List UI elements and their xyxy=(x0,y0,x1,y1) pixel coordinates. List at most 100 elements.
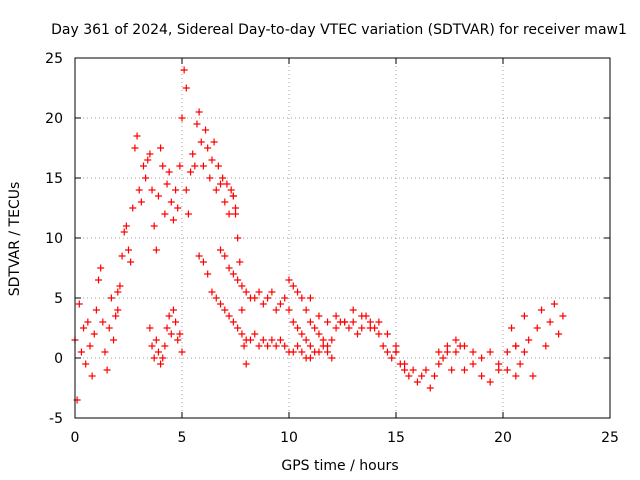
data-point xyxy=(167,330,175,338)
data-point xyxy=(157,144,165,152)
data-point xyxy=(478,372,486,380)
data-point xyxy=(152,246,160,254)
data-point xyxy=(77,348,85,356)
data-point xyxy=(294,288,302,296)
data-point xyxy=(178,348,186,356)
data-point xyxy=(221,198,229,206)
data-point xyxy=(176,162,184,170)
data-point xyxy=(435,348,443,356)
y-tick-label: -5 xyxy=(49,411,63,427)
data-point xyxy=(366,318,374,326)
data-point xyxy=(276,300,284,308)
data-point xyxy=(298,294,306,302)
data-point xyxy=(99,318,107,326)
data-point xyxy=(495,360,503,368)
data-point xyxy=(439,354,447,362)
data-point xyxy=(92,306,100,314)
data-point xyxy=(223,180,231,188)
data-point xyxy=(112,312,120,320)
data-point xyxy=(217,300,225,308)
data-point xyxy=(159,354,167,362)
data-point xyxy=(251,330,259,338)
data-point xyxy=(236,258,244,266)
data-point xyxy=(174,336,182,344)
chart-title: Day 361 of 2024, Sidereal Day-to-day VTE… xyxy=(51,22,627,38)
x-tick-label: 25 xyxy=(601,430,619,446)
data-point xyxy=(431,372,439,380)
data-point xyxy=(165,168,173,176)
data-point xyxy=(503,366,511,374)
y-tick-label: 10 xyxy=(45,231,63,247)
data-point xyxy=(315,330,323,338)
data-point xyxy=(97,264,105,272)
data-point xyxy=(210,138,218,146)
data-point xyxy=(478,354,486,362)
x-tick-label: 20 xyxy=(494,430,512,446)
data-point xyxy=(225,210,233,218)
series-rise-2to3 xyxy=(114,132,154,314)
data-point xyxy=(176,330,184,338)
data-point xyxy=(285,306,293,314)
data-point xyxy=(86,342,94,350)
series-decay-b xyxy=(217,246,336,362)
data-point xyxy=(255,342,263,350)
data-point xyxy=(349,318,357,326)
data-point xyxy=(503,348,511,356)
data-point xyxy=(272,342,280,350)
data-point xyxy=(460,366,468,374)
data-point xyxy=(167,198,175,206)
data-point xyxy=(84,318,92,326)
data-point xyxy=(388,354,396,362)
data-point xyxy=(217,180,225,188)
data-point xyxy=(281,294,289,302)
data-point xyxy=(512,342,520,350)
data-point xyxy=(448,366,456,374)
data-point xyxy=(555,330,563,338)
data-point xyxy=(413,378,421,386)
data-point xyxy=(159,162,167,170)
data-point xyxy=(212,294,220,302)
data-point xyxy=(182,84,190,92)
data-point xyxy=(383,330,391,338)
data-point xyxy=(161,342,169,350)
data-point xyxy=(219,174,227,182)
data-point xyxy=(306,354,314,362)
data-point xyxy=(234,234,242,242)
data-point xyxy=(302,336,310,344)
data-point xyxy=(122,222,130,230)
data-point xyxy=(281,342,289,350)
data-point xyxy=(546,318,554,326)
data-point xyxy=(129,204,137,212)
data-point xyxy=(114,306,122,314)
data-point xyxy=(238,282,246,290)
data-point xyxy=(182,186,190,194)
x-tick-label: 15 xyxy=(387,430,405,446)
data-point xyxy=(298,348,306,356)
data-point xyxy=(379,342,387,350)
x-tick-label: 5 xyxy=(178,430,187,446)
data-point xyxy=(234,276,242,284)
series-decay-a xyxy=(195,252,314,362)
data-point xyxy=(294,324,302,332)
data-point xyxy=(469,360,477,368)
data-point xyxy=(298,330,306,338)
data-point xyxy=(208,288,216,296)
data-point xyxy=(125,246,132,254)
data-point xyxy=(452,336,460,344)
data-point xyxy=(120,228,128,236)
data-point xyxy=(542,342,550,350)
data-point xyxy=(332,324,340,332)
data-point xyxy=(229,192,237,200)
data-point xyxy=(392,348,400,356)
data-point xyxy=(131,144,139,152)
data-point xyxy=(169,216,177,224)
data-point xyxy=(264,294,272,302)
data-point xyxy=(195,252,203,260)
data-point xyxy=(358,324,366,332)
data-point xyxy=(469,348,477,356)
data-point xyxy=(294,342,302,350)
plot-frame xyxy=(74,57,611,419)
data-point xyxy=(242,288,250,296)
data-point xyxy=(232,204,239,212)
